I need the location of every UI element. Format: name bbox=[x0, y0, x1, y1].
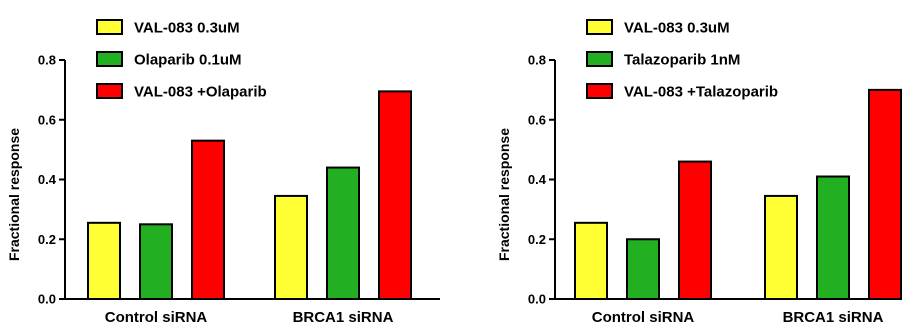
bar-val-083-olaparib-1 bbox=[191, 139, 225, 300]
legend-swatch bbox=[96, 51, 123, 67]
bar-olaparib-0-1um-2 bbox=[326, 166, 360, 300]
y-tick-label: 0.0 bbox=[38, 292, 56, 307]
y-tick-label: 0.8 bbox=[528, 53, 546, 68]
bar-val-083-0-3um-1 bbox=[574, 221, 608, 301]
legend-swatch bbox=[96, 19, 123, 35]
legend-swatch bbox=[586, 19, 613, 35]
y-tick-label: 0.6 bbox=[528, 112, 546, 127]
legend-swatch bbox=[96, 83, 123, 99]
bar-val-083-0-3um-2 bbox=[274, 194, 308, 300]
bar-val-083-talazoparib-2 bbox=[868, 88, 902, 300]
y-tick-label: 0.4 bbox=[38, 172, 57, 187]
y-tick-label: 0.4 bbox=[528, 172, 547, 187]
x-category-label: BRCA1 siRNA bbox=[293, 309, 394, 326]
bar-val-083-olaparib-2 bbox=[378, 90, 412, 301]
chart-panel-2: 0.0 0.2 0.4 0.6 0.8 Fractional response Contro… bbox=[496, 19, 902, 326]
legend-label: Talazoparib 1nM bbox=[624, 52, 740, 69]
x-category-label: Control siRNA bbox=[105, 309, 208, 326]
y-tick-label: 0.6 bbox=[38, 112, 56, 127]
bar-talazoparib-1nm-1 bbox=[626, 238, 660, 300]
legend-label: VAL-083 0.3uM bbox=[134, 20, 240, 37]
bar-val-083-0-3um-1 bbox=[87, 221, 121, 301]
bar-talazoparib-1nm-2 bbox=[816, 175, 850, 300]
legend-label: Olaparib 0.1uM bbox=[134, 52, 242, 69]
bar-val-083-0-3um-2 bbox=[764, 194, 798, 300]
y-tick-label: 0.2 bbox=[38, 232, 56, 247]
y-tick-label: 0.8 bbox=[38, 53, 56, 68]
legend-swatch bbox=[586, 83, 613, 99]
y-axis-title: Fractional response bbox=[6, 128, 22, 261]
y-axis-title: Fractional response bbox=[496, 128, 512, 261]
bar-val-083-talazoparib-1 bbox=[678, 160, 712, 300]
legend-label: VAL-083 0.3uM bbox=[624, 20, 730, 37]
legend-swatch bbox=[586, 51, 613, 67]
legend-label: VAL-083 +Olaparib bbox=[134, 84, 267, 101]
legend-label: VAL-083 +Talazoparib bbox=[624, 84, 778, 101]
x-category-label: Control siRNA bbox=[592, 309, 695, 326]
bar-olaparib-0-1um-1 bbox=[139, 223, 173, 300]
y-tick-label: 0.2 bbox=[528, 232, 546, 247]
chart-panel-1: 0.0 0.2 0.4 0.6 0.8 Fractional response Contro… bbox=[6, 19, 440, 326]
x-category-label: BRCA1 siRNA bbox=[783, 309, 884, 326]
y-tick-label: 0.0 bbox=[528, 292, 546, 307]
